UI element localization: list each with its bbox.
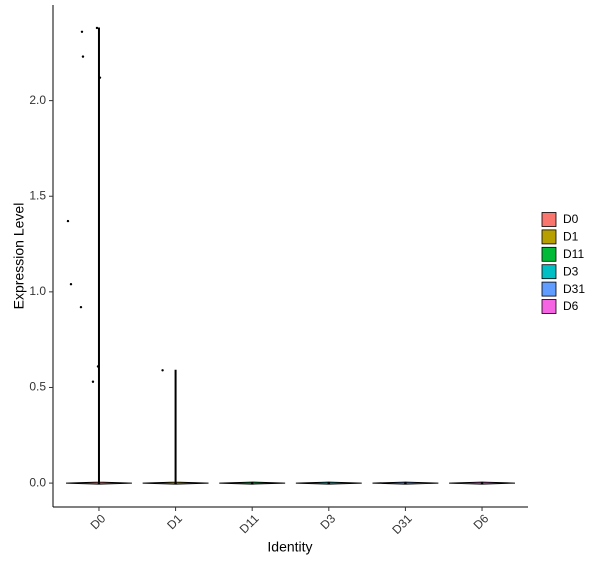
point (480, 481, 484, 485)
x-tick-label: D0 (88, 511, 109, 532)
legend-swatch (541, 229, 557, 245)
legend-label: D11 (563, 247, 584, 261)
legend-label: D31 (563, 282, 585, 296)
point (97, 481, 101, 485)
x-tick-label: D31 (389, 511, 415, 537)
point (404, 481, 407, 485)
violin (142, 369, 209, 485)
point (327, 481, 331, 485)
point (161, 369, 164, 372)
x-tick-label: D6 (471, 511, 492, 532)
legend-swatch (541, 246, 557, 262)
legend-label: D6 (563, 299, 579, 313)
legend-label: D1 (563, 230, 579, 244)
point (95, 26, 99, 30)
y-axis-title: Expression Level (11, 203, 27, 310)
x-tick-label: D3 (317, 511, 338, 532)
y-tick-label: 1.0 (29, 284, 46, 298)
point (81, 55, 85, 58)
point (250, 481, 254, 485)
point (96, 365, 100, 368)
point (91, 380, 95, 383)
legend-label: D3 (563, 264, 579, 278)
point (66, 219, 70, 223)
y-tick-label: 2.0 (29, 93, 46, 107)
point (69, 283, 73, 286)
x-tick-label: D1 (164, 511, 185, 532)
legend-swatch (541, 299, 557, 314)
point (80, 30, 84, 33)
x-tick-label: D11 (237, 511, 262, 536)
violin (66, 27, 132, 485)
legend-swatch (541, 281, 557, 297)
x-axis-title: Identity (267, 539, 312, 555)
point (79, 305, 83, 309)
point (174, 481, 177, 485)
legend-label: D0 (563, 212, 579, 226)
legend-swatch (541, 264, 557, 280)
point (98, 76, 102, 79)
y-tick-label: 0.5 (29, 380, 46, 394)
y-tick-label: 0.0 (29, 475, 46, 489)
y-tick-label: 1.5 (29, 188, 46, 202)
legend-swatch (541, 212, 557, 227)
